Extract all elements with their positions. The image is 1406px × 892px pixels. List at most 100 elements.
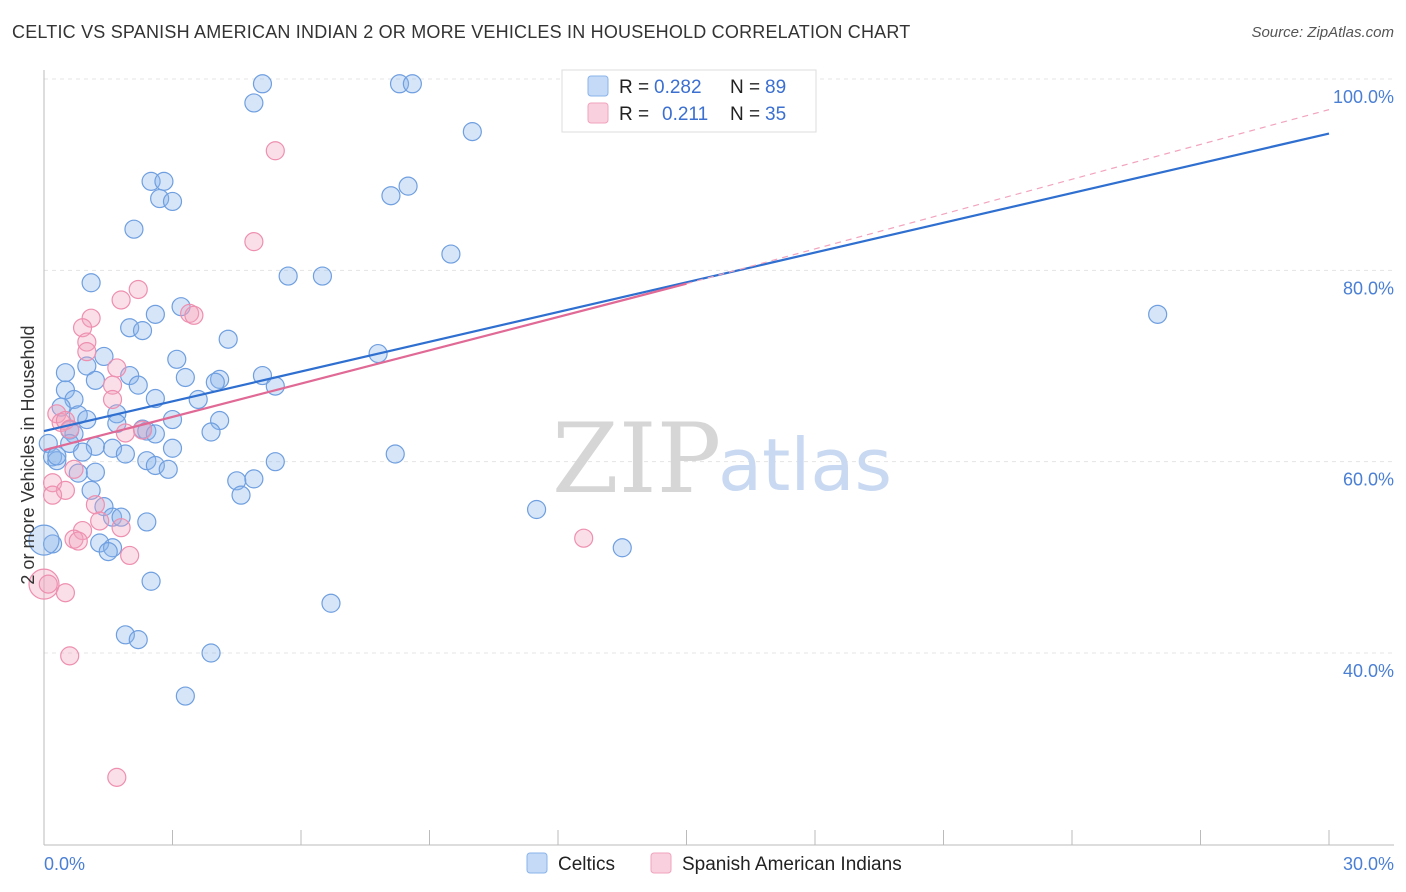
y-axis-label: 2 or more Vehicles in Household [18, 325, 38, 584]
spanish-point [574, 528, 594, 548]
y-tick-label: 80.0% [1343, 278, 1394, 298]
spanish-point [102, 389, 123, 410]
celtic-point [244, 469, 264, 489]
legend-n-celtic: 89 [765, 77, 786, 98]
legend-n-label-spanish: N = [730, 104, 760, 125]
bottom-legend-swatch-spanish [650, 852, 672, 874]
celtic-point [158, 459, 178, 479]
legend-swatch-celtic [587, 75, 609, 97]
celtic-point [77, 356, 97, 376]
y-tick-label: 100.0% [1333, 87, 1394, 107]
spanish-point [72, 318, 93, 338]
celtic-point [381, 186, 401, 206]
celtic-point-large [28, 524, 60, 556]
spanish-point [55, 583, 76, 603]
celtic-point [85, 370, 106, 390]
celtic-point [167, 349, 187, 369]
spanish-point [38, 574, 58, 594]
spanish-point [111, 290, 131, 310]
celtic-point [145, 455, 165, 476]
spanish-point [55, 480, 76, 500]
celtic-point [205, 372, 225, 392]
legend-r-label-celtic: R = [619, 77, 649, 98]
celtic-point [47, 451, 67, 471]
celtic-point [128, 375, 148, 395]
celtic-point [218, 329, 238, 349]
spanish-point [107, 767, 127, 787]
spanish-points [38, 141, 594, 787]
spanish-point [42, 485, 63, 505]
bottom-legend: Celtics Spanish American Indians [526, 852, 902, 875]
celtic-point [1148, 304, 1168, 324]
y-tick-labels: 40.0% 60.0% 80.0% 100.0% [1333, 87, 1394, 681]
celtic-point [145, 304, 165, 324]
spanish-point [120, 545, 140, 566]
bottom-legend-spanish: Spanish American Indians [682, 854, 902, 875]
celtic-point [115, 444, 135, 464]
spanish-point [90, 511, 110, 531]
legend-r-celtic: 0.282 [654, 77, 702, 98]
celtic-point [398, 176, 418, 196]
celtic-point [154, 171, 174, 191]
spanish-point [85, 495, 106, 515]
celtic-point [47, 446, 67, 466]
watermark-zip: ZIP [552, 403, 721, 515]
celtic-point [111, 507, 131, 527]
celtic-point [278, 266, 298, 286]
celtic-point [227, 471, 247, 491]
spanish-point [68, 531, 88, 551]
celtic-point [85, 462, 106, 482]
celtic-point [124, 219, 144, 239]
spanish-point [64, 459, 84, 479]
source-label: Source: ZipAtlas.com [1251, 24, 1394, 41]
celtic-point [462, 122, 482, 142]
legend-box: R = 0.282 N = 89 R = 0.211 N = 35 [561, 69, 817, 133]
trendlines [43, 109, 1330, 452]
bottom-legend-swatch-celtic [526, 852, 548, 874]
celtic-point [244, 93, 264, 113]
celtic-point [175, 367, 195, 388]
chart-title: CELTIC VS SPANISH AMERICAN INDIAN 2 OR M… [12, 22, 911, 42]
celtic-point [201, 643, 221, 663]
celtic-point [162, 438, 183, 458]
spanish-point [60, 646, 80, 666]
celtic-point [402, 74, 422, 94]
celtic-point [231, 485, 251, 505]
legend-r-label-spanish: R = [619, 104, 649, 125]
y-tick-label: 40.0% [1343, 661, 1394, 681]
celtic-point [175, 686, 195, 706]
legend-swatch-spanish [587, 102, 609, 124]
x-tick-label-min: 0.0% [44, 854, 85, 874]
y-tick-label: 60.0% [1343, 470, 1394, 490]
celtic-point [137, 512, 157, 532]
celtic-point [441, 244, 461, 264]
spanish-point [111, 518, 131, 538]
legend-n-label-celtic: N = [730, 77, 760, 98]
spanish-point [244, 232, 264, 252]
celtic-point [55, 363, 76, 383]
celtic-point [252, 74, 273, 94]
legend-r-spanish: 0.211 [662, 104, 708, 125]
celtic-point [312, 266, 333, 286]
celtic-point [81, 273, 101, 293]
celtic-point [145, 388, 165, 409]
x-ticks [43, 830, 1330, 845]
celtic-point [132, 321, 153, 341]
celtic-point [115, 625, 135, 645]
celtic-points [28, 74, 1168, 706]
legend-n-spanish: 35 [765, 104, 786, 125]
spanish-point [107, 358, 127, 378]
spanish-point [77, 342, 97, 362]
celtic-point [201, 422, 221, 442]
spanish-trendline-extension [686, 109, 1330, 285]
watermark-atlas: atlas [718, 423, 892, 507]
x-tick-label-max: 30.0% [1343, 854, 1394, 874]
celtic-point [81, 480, 101, 500]
celtic-point [265, 452, 285, 472]
celtic-point [526, 499, 547, 520]
celtic-point [128, 630, 148, 650]
celtic-point [162, 191, 183, 212]
celtic-trendline [43, 132, 1330, 433]
spanish-trendline [43, 282, 687, 452]
celtic-point [321, 593, 341, 613]
